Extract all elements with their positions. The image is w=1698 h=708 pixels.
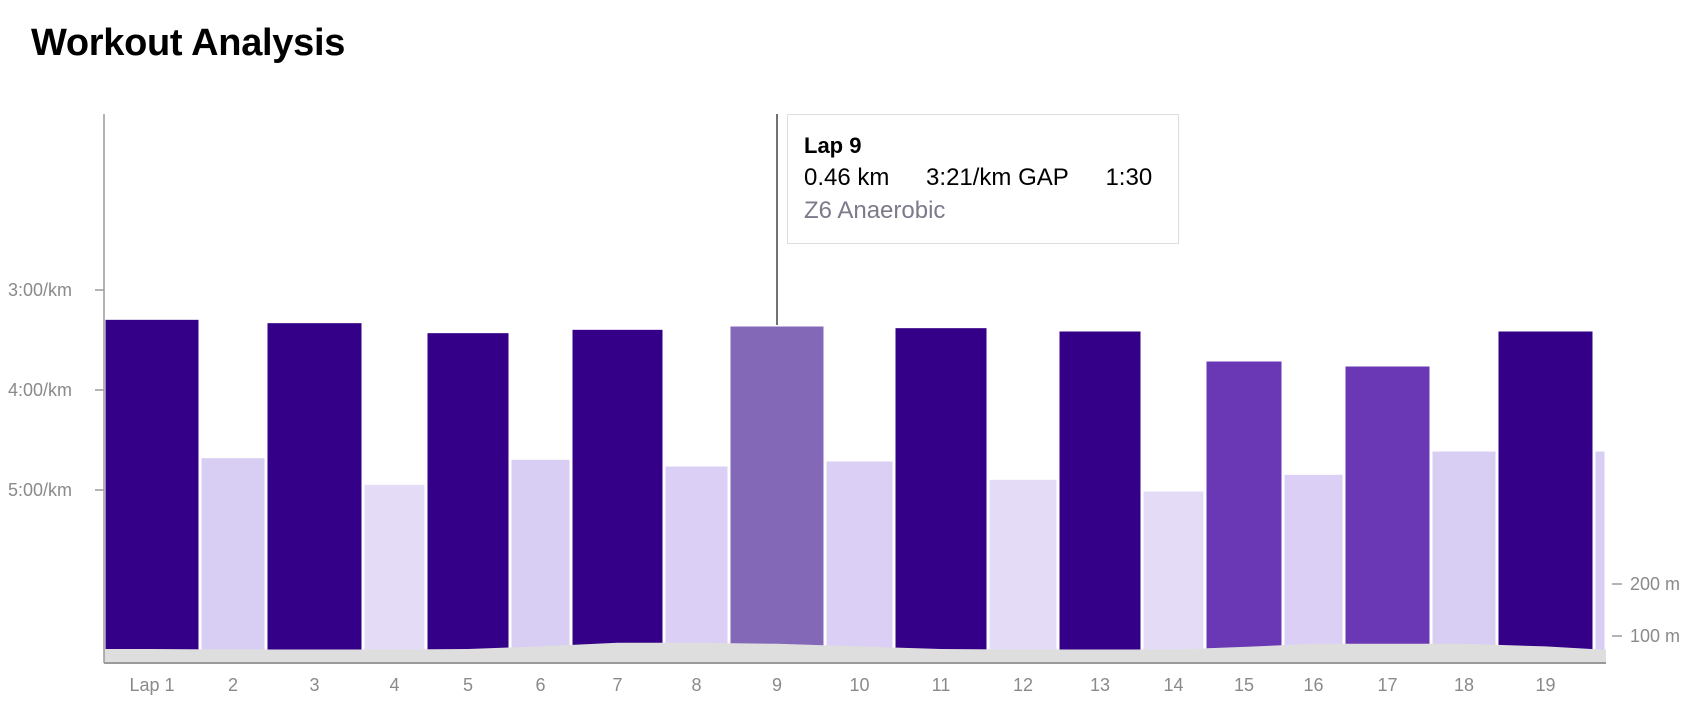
tooltip-distance: 0.46 km [804,164,890,191]
lap-tooltip: Lap 9 0.46 km 3:21/km GAP 1:30 Z6 Anaero… [787,114,1179,244]
y-tick-label: 3:00/km [8,280,72,300]
lap-bar[interactable] [1140,488,1207,665]
x-tick-label: 2 [228,675,238,695]
lap-bar[interactable] [1342,363,1433,665]
x-tick-label: 11 [932,675,951,695]
tooltip-pace: 3:21/km GAP [926,164,1069,191]
x-tick-label: 18 [1454,675,1474,695]
y2-tick-label: 100 m [1630,626,1680,646]
lap-bar[interactable] [361,481,428,665]
lap-bar[interactable] [727,323,827,665]
x-tick-label: 8 [691,675,701,695]
x-tick-label: Lap 1 [129,675,174,695]
elevation-area [104,642,1606,663]
tooltip-lap-title: Lap 9 [804,133,862,158]
lap-bars [102,316,1608,665]
lap-bar[interactable] [102,316,202,665]
lap-bar[interactable] [1592,448,1608,665]
lap-bar[interactable] [1056,328,1144,665]
x-tick-label: 16 [1303,675,1323,695]
x-tick-label: 9 [772,675,782,695]
x-tick-label: 13 [1090,675,1110,695]
x-tick-label: 14 [1163,675,1183,695]
x-tick-label: 17 [1377,675,1397,695]
x-tick-label: 4 [389,675,399,695]
lap-bar[interactable] [892,325,990,665]
y2-tick-label: 200 m [1630,574,1680,594]
lap-bar[interactable] [1203,358,1285,665]
x-tick-label: 10 [849,675,869,695]
lap-bar[interactable] [264,320,365,665]
y-tick-label: 5:00/km [8,480,72,500]
x-tick-label: 3 [309,675,319,695]
lap-bar[interactable] [1429,448,1499,665]
lap-bar[interactable] [1281,471,1346,665]
lap-bar[interactable] [569,326,666,665]
lap-bar[interactable] [662,463,731,665]
y-tick-label: 4:00/km [8,380,72,400]
pace-axis-ticks: 3:00/km 4:00/km 5:00/km [8,280,104,500]
page-title: Workout Analysis [31,22,346,64]
lap-bar[interactable] [424,330,512,665]
elevation-axis-ticks: 200 m 100 m [1612,574,1680,646]
lap-bar[interactable] [823,458,896,665]
lap-bar[interactable] [198,455,268,665]
tooltip-time: 1:30 [1105,164,1153,191]
x-tick-label: 15 [1234,675,1254,695]
x-tick-label: 12 [1013,675,1033,695]
x-tick-label: 7 [612,675,622,695]
x-tick-label: 5 [463,675,473,695]
tooltip-zone: Z6 Anaerobic [804,197,946,224]
x-tick-label: 6 [535,675,545,695]
lap-axis-labels: Lap 1 2 3 4 5 6 7 8 9 10 11 12 13 14 15 16 17 18 19 [129,675,1555,695]
lap-bar[interactable] [1495,328,1596,665]
lap-bar[interactable] [986,476,1060,665]
x-tick-label: 19 [1535,675,1555,695]
lap-bar[interactable] [508,456,573,665]
tooltip-stats-row: 0.46 km 3:21/km GAP 1:30 [804,161,1162,195]
